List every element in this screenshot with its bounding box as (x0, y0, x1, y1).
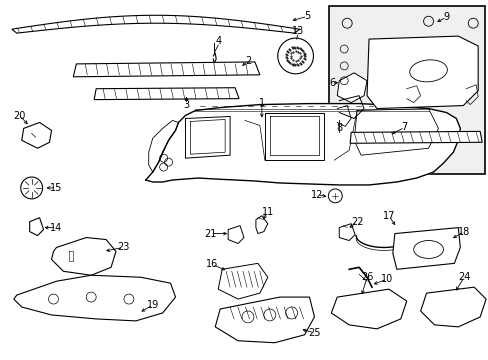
Text: 26: 26 (360, 272, 372, 282)
Text: 17: 17 (382, 211, 394, 221)
Text: 19: 19 (146, 300, 159, 310)
Text: 25: 25 (307, 328, 320, 338)
Bar (328, 6, 484, 174)
Text: 8: 8 (336, 123, 342, 134)
Text: 15: 15 (50, 183, 62, 193)
Text: 12: 12 (310, 190, 323, 200)
Circle shape (327, 189, 342, 203)
Polygon shape (255, 216, 267, 234)
Text: 11: 11 (261, 207, 273, 217)
Text: 14: 14 (50, 222, 62, 233)
Polygon shape (218, 264, 267, 299)
Text: 4: 4 (215, 36, 221, 46)
Polygon shape (392, 228, 459, 269)
Polygon shape (420, 287, 485, 327)
Polygon shape (366, 36, 477, 109)
Text: 22: 22 (350, 217, 363, 227)
Text: 9: 9 (443, 12, 448, 22)
Text: 6: 6 (328, 78, 335, 88)
Text: 18: 18 (457, 226, 469, 237)
Text: 24: 24 (457, 272, 469, 282)
Polygon shape (331, 289, 406, 329)
Polygon shape (14, 275, 175, 321)
Text: 10: 10 (380, 274, 392, 284)
Text: 20: 20 (14, 111, 26, 121)
Text: 21: 21 (203, 229, 216, 239)
Circle shape (20, 177, 42, 199)
Polygon shape (339, 224, 354, 240)
Text: 16: 16 (206, 259, 218, 269)
Text: 5: 5 (304, 11, 310, 21)
Polygon shape (21, 122, 51, 148)
Text: 23: 23 (117, 243, 129, 252)
Polygon shape (228, 226, 244, 243)
Polygon shape (30, 218, 43, 235)
Polygon shape (51, 238, 116, 275)
Text: 1: 1 (258, 98, 264, 108)
Text: 7: 7 (401, 122, 407, 132)
Polygon shape (337, 73, 366, 103)
Polygon shape (215, 297, 314, 343)
Text: 3: 3 (183, 100, 189, 109)
Polygon shape (349, 131, 481, 143)
Text: 13: 13 (291, 26, 303, 36)
Text: 2: 2 (244, 56, 250, 66)
Polygon shape (145, 104, 459, 185)
